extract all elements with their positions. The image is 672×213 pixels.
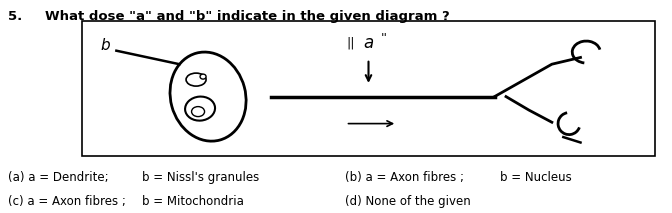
- Ellipse shape: [200, 74, 206, 79]
- Text: b = Mitochondria: b = Mitochondria: [142, 195, 244, 208]
- Ellipse shape: [185, 96, 215, 121]
- Text: a: a: [364, 34, 374, 52]
- Text: b: b: [100, 38, 110, 53]
- Text: '': '': [381, 32, 388, 45]
- Text: (d) None of the given: (d) None of the given: [345, 195, 471, 208]
- Text: (a) a = Dendrite;: (a) a = Dendrite;: [8, 171, 109, 184]
- Text: (c) a = Axon fibres ;: (c) a = Axon fibres ;: [8, 195, 126, 208]
- Text: What dose "a" and "b" indicate in the given diagram ?: What dose "a" and "b" indicate in the gi…: [45, 10, 450, 23]
- Text: b = Nissl's granules: b = Nissl's granules: [142, 171, 259, 184]
- Text: (b) a = Axon fibres ;: (b) a = Axon fibres ;: [345, 171, 464, 184]
- Bar: [82, 21, 655, 156]
- Text: ||: ||: [346, 36, 355, 49]
- Ellipse shape: [186, 73, 206, 86]
- Text: 5.: 5.: [8, 10, 22, 23]
- Ellipse shape: [170, 52, 246, 141]
- Text: b = Nucleus: b = Nucleus: [500, 171, 572, 184]
- Ellipse shape: [192, 106, 204, 117]
